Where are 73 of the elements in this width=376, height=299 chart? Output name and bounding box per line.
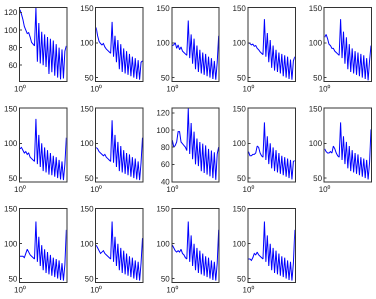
text: 10⁰ bbox=[242, 84, 254, 94]
text: 10⁰ bbox=[318, 185, 331, 194]
y-tick-label: 50 bbox=[8, 174, 18, 183]
y-tick-label: 100 bbox=[4, 26, 18, 35]
y-tick-label: 150 bbox=[4, 104, 18, 114]
y-tick-label: 50 bbox=[236, 73, 246, 82]
line-series bbox=[248, 220, 295, 282]
y-tick-label: 50 bbox=[313, 174, 323, 183]
y-tick-label: 50 bbox=[84, 73, 94, 82]
y-tick-label: 150 bbox=[232, 4, 246, 13]
text: 10⁰ bbox=[242, 286, 254, 295]
y-tick-label: 150 bbox=[80, 104, 94, 114]
line-series bbox=[96, 21, 142, 80]
y-tick-label: 100 bbox=[156, 38, 170, 48]
line-series bbox=[248, 122, 295, 180]
y-tick-label: 50 bbox=[160, 274, 170, 284]
text: 10⁰ bbox=[318, 84, 331, 94]
y-tick-label: 50 bbox=[84, 274, 94, 284]
y-tick-label: 120 bbox=[156, 108, 170, 118]
line-series bbox=[20, 8, 66, 80]
y-tick-label: 50 bbox=[160, 73, 170, 82]
y-tick-label: 150 bbox=[4, 204, 18, 214]
y-tick-label: 150 bbox=[308, 4, 323, 13]
y-tick-label: 100 bbox=[4, 240, 18, 249]
y-tick-label: 50 bbox=[236, 174, 246, 183]
text: 10⁰ bbox=[242, 185, 254, 194]
y-tick-label: 100 bbox=[308, 139, 323, 148]
y-tick-label: 100 bbox=[232, 139, 246, 148]
text: 10⁰ bbox=[90, 185, 102, 194]
y-tick-label: 60 bbox=[160, 160, 170, 170]
y-tick-label: 80 bbox=[160, 142, 170, 152]
line-series bbox=[172, 220, 219, 282]
y-tick-label: 150 bbox=[156, 204, 170, 214]
text: 10⁰ bbox=[14, 286, 26, 295]
y-tick-label: 40 bbox=[160, 177, 170, 186]
y-tick-label: 50 bbox=[8, 274, 18, 284]
y-tick-label: 100 bbox=[156, 126, 170, 135]
line-series bbox=[96, 120, 142, 181]
line-series bbox=[20, 220, 66, 282]
y-tick-label: 100 bbox=[156, 240, 170, 249]
y-tick-label: 120 bbox=[4, 8, 18, 18]
y-tick-label: 100 bbox=[80, 240, 94, 249]
y-tick-label: 100 bbox=[4, 139, 18, 148]
y-tick-label: 80 bbox=[8, 43, 18, 52]
y-tick-label: 150 bbox=[80, 4, 94, 13]
line-series bbox=[324, 122, 371, 180]
y-tick-label: 150 bbox=[156, 4, 170, 13]
y-tick-label: 100 bbox=[232, 240, 246, 249]
text: 10⁰ bbox=[14, 185, 26, 194]
line-series bbox=[20, 118, 66, 181]
line-series bbox=[248, 18, 295, 80]
text: 10⁰ bbox=[90, 84, 102, 94]
text: 10⁰ bbox=[166, 286, 178, 295]
text: 10⁰ bbox=[90, 286, 102, 295]
y-tick-label: 150 bbox=[308, 104, 323, 114]
y-tick-label: 150 bbox=[80, 204, 94, 214]
text: 10⁰ bbox=[166, 185, 178, 194]
line-series bbox=[96, 220, 142, 282]
line-series bbox=[172, 20, 219, 80]
y-tick-label: 100 bbox=[80, 38, 94, 48]
y-tick-label: 50 bbox=[84, 174, 94, 183]
y-tick-label: 100 bbox=[308, 38, 323, 48]
y-tick-label: 150 bbox=[232, 204, 246, 214]
y-tick-label: 150 bbox=[232, 104, 246, 114]
y-tick-label: 50 bbox=[236, 274, 246, 284]
text: 10⁰ bbox=[166, 84, 178, 94]
line-series bbox=[172, 108, 219, 180]
line-series bbox=[324, 18, 371, 81]
y-tick-label: 50 bbox=[313, 73, 323, 82]
y-tick-label: 100 bbox=[80, 139, 94, 148]
text: 10⁰ bbox=[14, 84, 26, 94]
y-tick-label: 100 bbox=[232, 38, 246, 48]
y-tick-label: 60 bbox=[8, 61, 18, 70]
